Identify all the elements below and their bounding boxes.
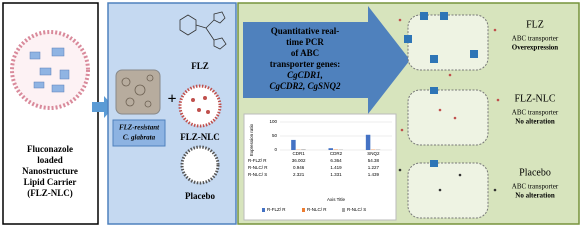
y-tick-label: 50 [272,133,278,138]
y-tick-label: 100 [269,119,277,124]
table-row-label: R-FLZ/ R [248,158,267,163]
bar [301,149,306,150]
table-row-label: R-NLC/ S [248,172,267,177]
table-cell: 54.38 [368,158,380,163]
drug-label: FLZ [191,61,209,71]
carrier-label: Lipid Carrier [24,177,77,187]
bar [291,139,296,150]
outcome-title: Placebo [519,167,551,178]
table-cell: 0.946 [293,165,305,170]
outcome-line: ABC transporter [512,109,559,117]
outcome-result: Overexpression [512,44,559,52]
method-text: CgCDR2, CgSNQ2 [269,81,341,91]
flz-nlc-drug [191,96,210,114]
category-label: SNQ2 [367,151,380,156]
table-cell: 1.331 [330,172,342,177]
flz-nlc-particle [178,84,222,128]
strain-label: FLZ-resistant [119,124,160,132]
category-label: CDR1 [293,151,306,156]
category-label: CDR2 [330,151,343,156]
method-text: transporter genes: [270,59,341,69]
table-cell: 6.364 [330,158,342,163]
table-cell: 1.227 [368,165,380,170]
y-tick-label: 0 [274,147,277,152]
chart-box [243,113,397,221]
carrier-label: loaded [37,155,63,165]
outcome-line: ABC transporter [512,35,559,43]
legend-swatch [342,208,345,212]
carrier-label: (FLZ-NLC) [27,188,73,198]
table-cell: 1.439 [368,172,380,177]
placebo-particle [180,145,220,185]
outcome-result: No alteration [515,192,555,200]
legend-swatch [262,208,265,212]
strain-label: C. glabrata [123,134,156,142]
outcome-title: FLZ-NLC [514,93,555,104]
nanoparticle-content [29,47,70,93]
table-cell: 36.002 [292,158,306,163]
table-cell: 2.321 [293,172,305,177]
cell-image [115,69,161,115]
x-axis-title: Axis Title [327,197,346,202]
placebo-dots [398,168,497,192]
placebo-label: Placebo [185,191,215,201]
carrier-label: Nanostructure [22,166,78,176]
legend-label: R-NLC/ S [347,207,366,212]
bar [365,134,371,150]
cell-texture [121,74,154,108]
table-row-label: R-NLC/ R [248,165,268,170]
method-text: of ABC [291,48,319,58]
legend-label: R-FLZ/ R [267,207,286,212]
legend-swatch [302,208,305,212]
drug-dots [398,18,500,132]
legend-label: R-NLC/ R [307,207,327,212]
method-arrow [243,6,410,114]
outcome-cells [407,14,489,219]
method-text: Quantitative real- [271,26,340,36]
outcome-line: ABC transporter [512,183,559,191]
nlc-label: FLZ-NLC [180,132,220,142]
transporters [404,12,478,167]
method-text: time PCR [286,37,324,47]
y-axis-title: Expression ratio [249,123,254,156]
table-cell: 1.419 [330,165,342,170]
strain-label-box [112,119,166,147]
carrier-label: Fluconazole [27,144,73,154]
bar [328,148,333,150]
method-text: CgCDR1, [287,70,323,80]
outcome-title: FLZ [526,19,544,30]
outcome-result: No alteration [515,118,555,126]
flz-molecule [179,11,227,50]
plus: + [167,91,176,108]
